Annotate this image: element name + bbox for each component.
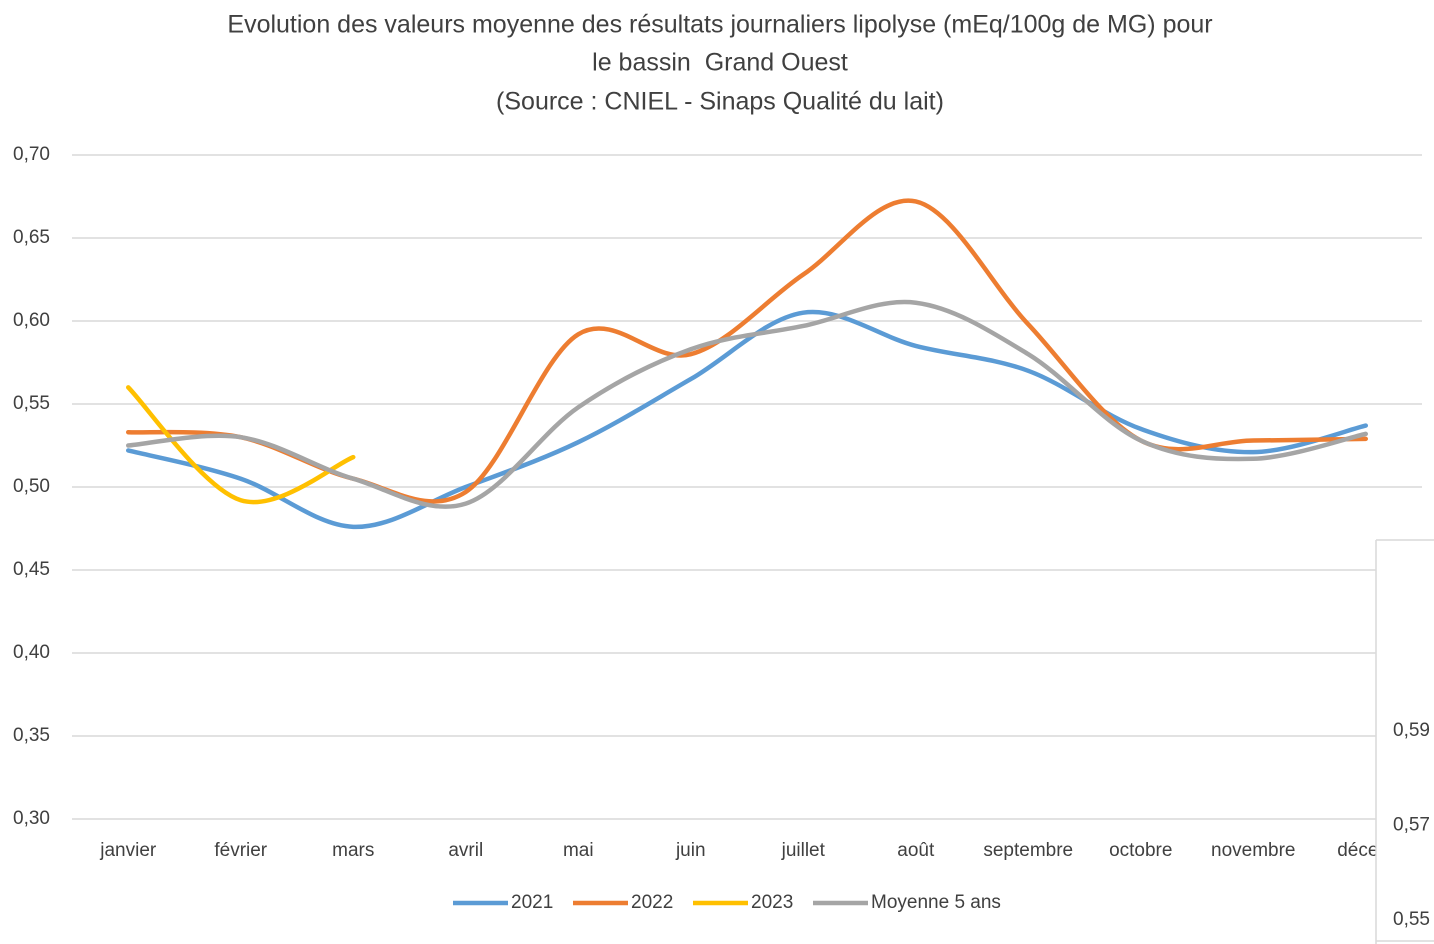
x-tick-label: septembre	[983, 840, 1073, 861]
chart-title: (Source : CNIEL - Sinaps Qualité du lait…	[496, 88, 944, 116]
legend-label: Moyenne 5 ans	[871, 892, 1001, 913]
legend-label: 2021	[511, 892, 553, 913]
overlay-tick-label: 0,57	[1393, 815, 1430, 836]
chart-title: Evolution des valeurs moyenne des résult…	[227, 11, 1212, 39]
x-tick-label: novembre	[1211, 840, 1296, 861]
series-line	[126, 299, 1368, 509]
legend-label: 2022	[631, 892, 673, 913]
series-line	[126, 309, 1368, 530]
x-tick-label: octobre	[1109, 840, 1172, 861]
y-tick-label: 0,35	[13, 725, 50, 746]
overlay-tick-label: 0,55	[1393, 909, 1430, 930]
y-tick-label: 0,55	[13, 393, 50, 414]
x-tick-label: juillet	[781, 840, 826, 861]
legend-label: 2023	[751, 892, 793, 913]
y-tick-label: 0,30	[13, 808, 50, 829]
x-tick-label: août	[897, 840, 935, 861]
y-tick-label: 0,50	[13, 476, 50, 497]
x-tick-label: mai	[563, 840, 594, 861]
overlay-panel	[1376, 540, 1434, 944]
y-tick-label: 0,70	[13, 144, 50, 165]
chart-title: le bassin Grand Ouest	[592, 49, 848, 77]
x-tick-label: janvier	[99, 840, 157, 861]
x-tick-label: juin	[675, 840, 706, 861]
series-line	[126, 385, 356, 505]
overlay-tick-label: 0,59	[1393, 720, 1430, 741]
y-tick-label: 0,45	[13, 559, 50, 580]
y-tick-label: 0,60	[13, 310, 50, 331]
x-tick-label: février	[214, 840, 267, 861]
y-tick-label: 0,40	[13, 642, 50, 663]
x-tick-label: mars	[332, 840, 374, 861]
y-tick-label: 0,65	[13, 227, 50, 248]
series-line	[126, 198, 1368, 504]
x-tick-label: avril	[448, 840, 483, 861]
